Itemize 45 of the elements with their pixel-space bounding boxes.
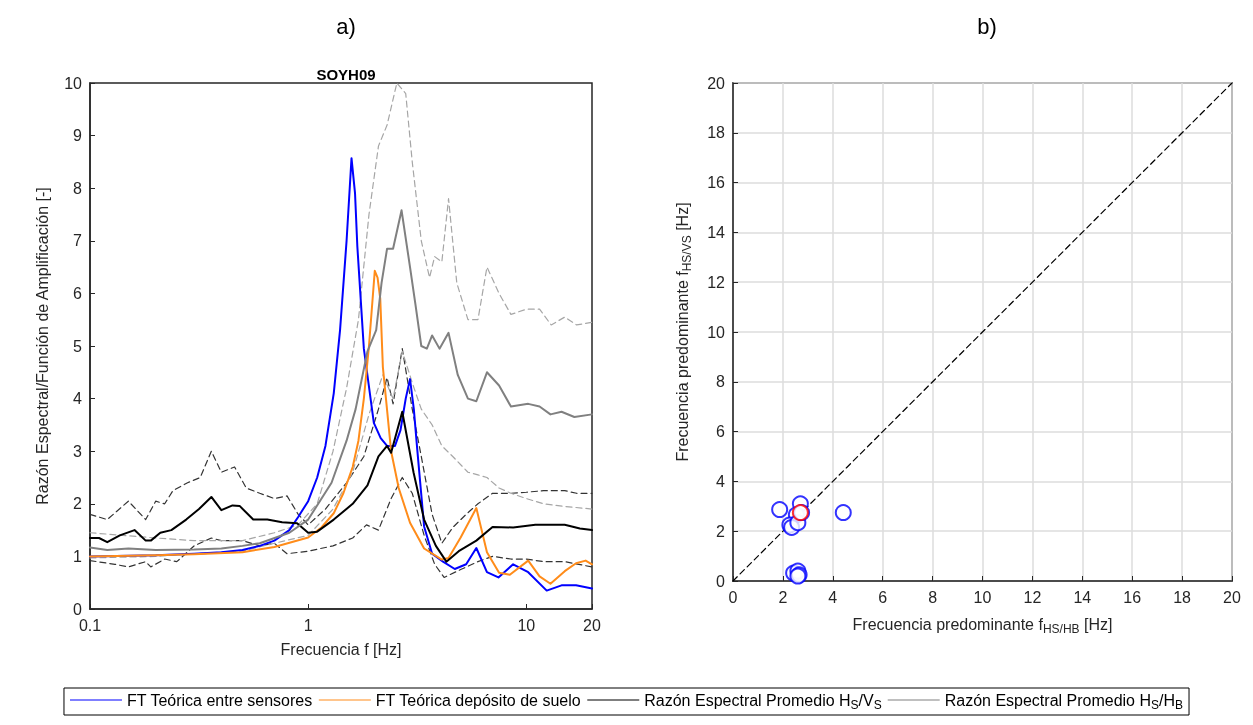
y-axis-title: Frecuencia predominante fHS/VS [Hz] <box>673 202 694 462</box>
y-tick-label: 10 <box>707 323 726 341</box>
y-tick-label: 18 <box>707 124 726 142</box>
legend-label: FT Teórica depósito de suelo <box>375 691 581 709</box>
x-tick-label: 8 <box>928 588 938 606</box>
x-tick-label: 2 <box>778 588 788 606</box>
y-tick-label: 4 <box>73 390 83 408</box>
x-tick-label: 16 <box>1123 588 1142 606</box>
x-tick-label: 18 <box>1173 588 1192 606</box>
chart-title: a) <box>336 13 356 39</box>
x-tick-label: 0.1 <box>78 616 102 634</box>
y-tick-label: 2 <box>73 495 83 513</box>
y-tick-label: 1 <box>73 547 83 565</box>
y-tick-label: 4 <box>716 472 726 490</box>
y-axis-title: Razón Espectral/Función de Amplificación [-] <box>33 187 51 505</box>
y-tick-label: 10 <box>64 74 83 92</box>
y-tick-label: 5 <box>73 337 83 355</box>
chart-subtitle: SOYH09 <box>316 66 376 83</box>
y-tick-label: 3 <box>73 442 83 460</box>
y-tick-label: 8 <box>73 179 83 197</box>
y-tick-label: 8 <box>716 373 726 391</box>
y-tick-label: 9 <box>73 127 83 145</box>
y-tick-label: 6 <box>73 284 83 302</box>
legend-label: FT Teórica entre sensores <box>126 691 313 709</box>
y-tick-label: 7 <box>73 232 83 250</box>
y-tick-label: 2 <box>716 522 726 540</box>
y-tick-label: 6 <box>716 423 726 441</box>
y-tick-label: 12 <box>707 273 726 291</box>
x-tick-label: 10 <box>517 616 536 634</box>
x-tick-label: 1 <box>303 616 313 634</box>
chart-title: b) <box>977 13 997 39</box>
x-tick-label: 20 <box>583 616 601 634</box>
y-tick-label: 0 <box>73 600 83 618</box>
x-axis-title: Frecuencia f [Hz] <box>280 640 402 658</box>
y-tick-label: 0 <box>716 572 726 590</box>
y-tick-label: 16 <box>707 174 726 192</box>
x-tick-label: 14 <box>1073 588 1092 606</box>
x-tick-label: 12 <box>1023 588 1042 606</box>
x-tick-label: 0 <box>728 588 738 606</box>
x-tick-label: 10 <box>973 588 992 606</box>
y-tick-label: 20 <box>707 74 726 92</box>
x-tick-label: 4 <box>828 588 838 606</box>
x-tick-label: 6 <box>878 588 888 606</box>
y-tick-label: 14 <box>707 223 726 241</box>
x-tick-label: 20 <box>1223 588 1241 606</box>
